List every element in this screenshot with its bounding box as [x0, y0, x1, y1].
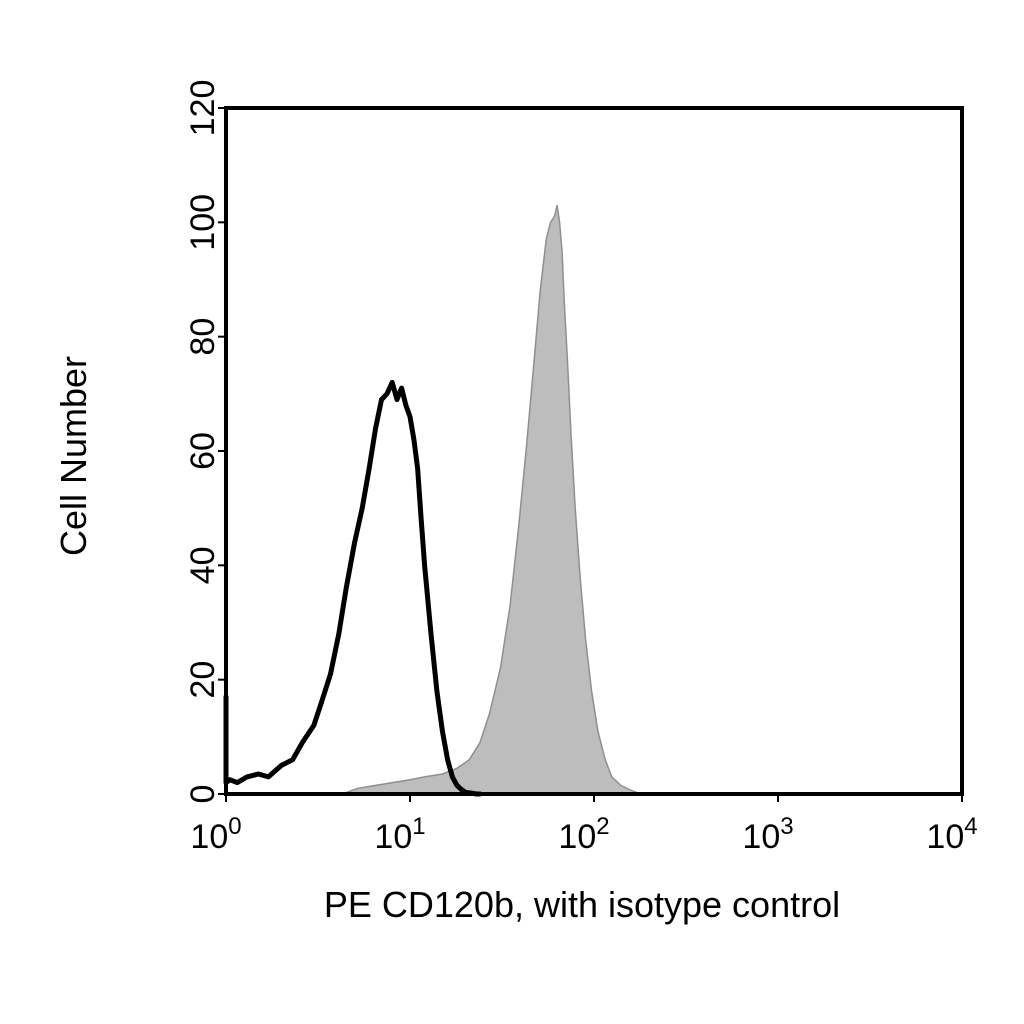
- y-tick-label: 20: [184, 661, 222, 699]
- series-layer: [223, 205, 644, 797]
- tick-layer: 100 101 102 103 104 0 20 40 60 80 100 120: [184, 80, 978, 856]
- x-tick-label: 102: [558, 813, 609, 856]
- x-axis-title: PE CD120b, with isotype control: [324, 884, 840, 925]
- y-tick-label: 80: [184, 318, 222, 356]
- x-tick-label: 104: [926, 813, 977, 856]
- y-tick-label: 100: [184, 194, 222, 251]
- y-tick-label: 120: [184, 80, 222, 137]
- x-tick-label: 100: [190, 813, 241, 856]
- y-tick-label: 40: [184, 546, 222, 584]
- x-tick-label: 101: [374, 813, 425, 856]
- histogram-filled-series: [342, 205, 644, 795]
- y-axis-title: Cell Number: [53, 356, 94, 556]
- x-tick-label: 103: [742, 813, 793, 856]
- histogram-outline-series: [223, 379, 483, 797]
- y-tick-label: 60: [184, 432, 222, 470]
- y-tick-label: 0: [184, 785, 222, 804]
